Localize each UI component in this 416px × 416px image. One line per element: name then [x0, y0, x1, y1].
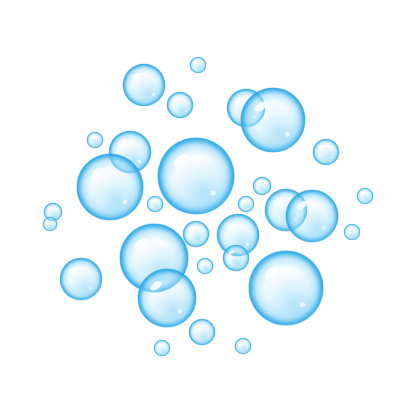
bubble	[86, 131, 104, 149]
bubble	[188, 318, 216, 346]
bubble	[182, 220, 210, 248]
bubble	[76, 153, 144, 221]
bubble	[248, 250, 324, 326]
bubble	[42, 216, 58, 232]
bubble	[312, 138, 340, 166]
bubble	[240, 87, 306, 153]
bubble	[252, 176, 272, 196]
bubble	[146, 195, 164, 213]
bubble	[222, 244, 250, 272]
bubble	[216, 213, 260, 257]
bubble	[153, 339, 171, 357]
bubble	[166, 91, 194, 119]
bubble	[356, 187, 374, 205]
bubble	[122, 63, 166, 107]
bubble	[157, 137, 235, 215]
bubble	[137, 268, 197, 328]
bubble	[59, 257, 103, 301]
bubble	[285, 189, 339, 243]
bubble	[189, 56, 207, 74]
bubble	[196, 257, 214, 275]
bubble	[43, 202, 63, 222]
bubble	[237, 195, 255, 213]
bubble	[343, 223, 361, 241]
bubble	[234, 337, 252, 355]
